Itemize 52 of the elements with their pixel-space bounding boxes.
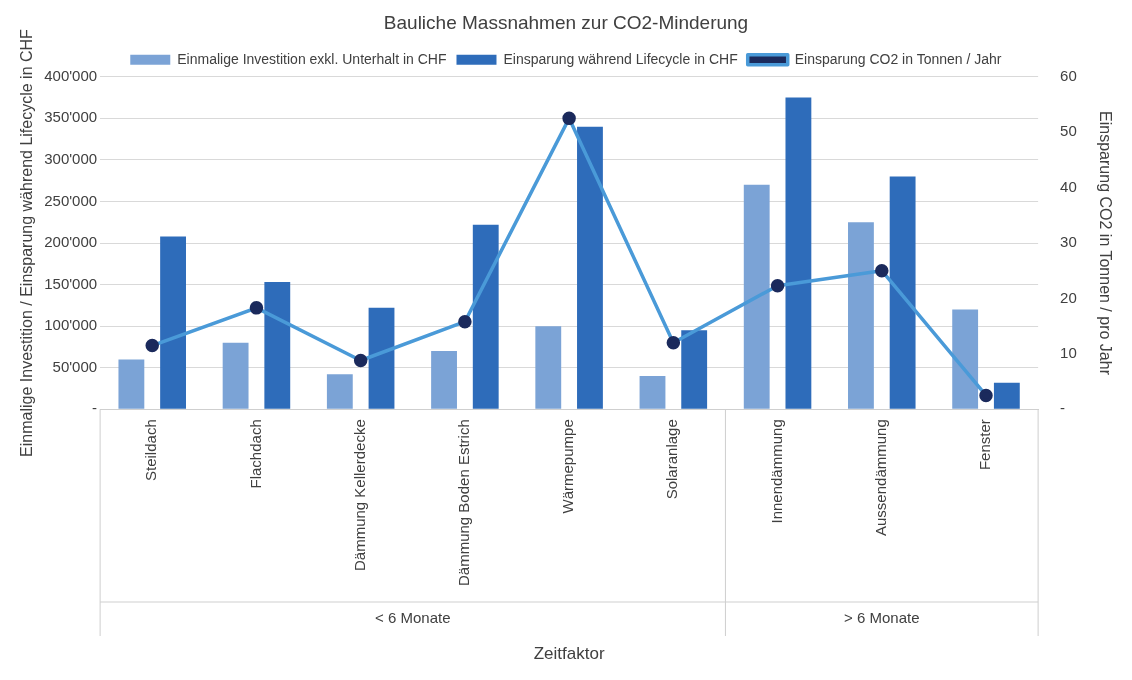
x-axis-title: Zeitfaktor xyxy=(533,643,605,663)
x-tick-label: Steildach xyxy=(142,419,160,481)
y-tick-label: 300'000 xyxy=(44,150,98,168)
y-tick-label: 350'000 xyxy=(44,108,98,126)
bar xyxy=(472,224,499,409)
y-tick-label: 400'000 xyxy=(44,66,98,84)
y-tick-label: 100'000 xyxy=(44,316,98,334)
x-tick-label: Dämmung Kellerdecke xyxy=(350,419,368,572)
bar xyxy=(889,176,916,409)
y-tick-label: 150'000 xyxy=(44,274,98,292)
bar xyxy=(431,351,457,409)
y-tick-label: 200'000 xyxy=(44,233,98,251)
text: < 6 Monate xyxy=(375,609,451,627)
bar xyxy=(785,97,812,409)
y2-axis-title: Einsparung CO2 in Tonnen / pro Jahr xyxy=(1096,111,1114,376)
bar xyxy=(639,376,666,409)
bar xyxy=(326,374,353,409)
bar xyxy=(222,342,249,409)
bar xyxy=(952,309,979,409)
y2-tick-label: 10 xyxy=(1060,343,1077,361)
legend-label: Einmalige Investition exkl. Unterhalt in CHF xyxy=(177,50,447,67)
y2-tick-label: 30 xyxy=(1060,233,1077,251)
bar xyxy=(368,307,395,409)
y2-tick-label: - xyxy=(1060,399,1066,417)
bar xyxy=(535,326,562,409)
x-tick-label: Solaranlage xyxy=(663,419,681,500)
x-tick-label: Fenster xyxy=(976,419,994,471)
bar xyxy=(118,359,145,409)
y2-tick-label: 40 xyxy=(1060,177,1077,195)
y-tick-label: 50'000 xyxy=(52,357,98,375)
bar xyxy=(577,126,603,409)
bar xyxy=(160,236,186,409)
y-axis-title: Einmalige Investition / Einsparung während Lifecycle in CHF xyxy=(18,28,36,457)
bar xyxy=(993,382,1020,409)
legend-label: Einsparung CO2 in Tonnen / Jahr xyxy=(794,50,1002,67)
y-tick-label: 250'000 xyxy=(44,191,98,209)
chart-title: Bauliche Massnahmen zur CO2-Minderung xyxy=(383,11,749,33)
x-tick-label: Flachdach xyxy=(246,419,264,489)
y2-tick-label: 50 xyxy=(1060,122,1077,140)
y2-tick-label: 20 xyxy=(1060,288,1077,306)
bar xyxy=(264,282,291,409)
x-tick-label: Dämmung Boden Estrich xyxy=(455,419,473,587)
x-tick-label: Aussendämmung xyxy=(871,419,889,536)
x-tick-label: Wärmepumpe xyxy=(559,419,577,514)
bar xyxy=(743,184,770,409)
bar xyxy=(681,330,708,409)
x-tick-label: Innendämmung xyxy=(767,419,785,524)
legend-label: Einsparung während Lifecycle in CHF xyxy=(503,50,738,67)
bar xyxy=(848,222,874,409)
text: > 6 Monate xyxy=(844,609,920,627)
y-tick-label: - xyxy=(92,399,98,417)
y2-tick-label: 60 xyxy=(1060,66,1077,84)
